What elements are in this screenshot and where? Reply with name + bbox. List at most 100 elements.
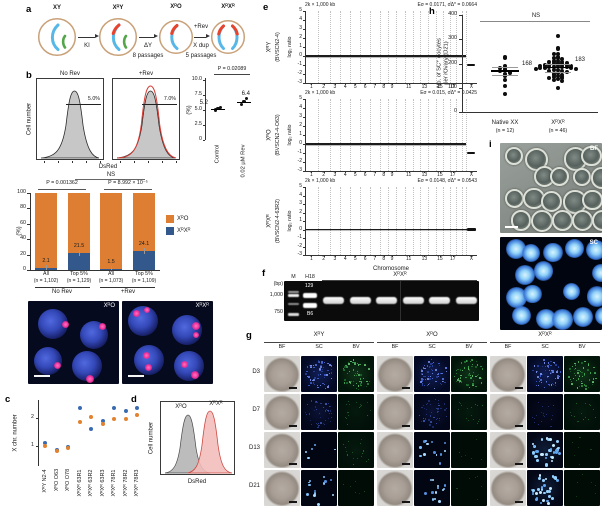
h-mean-label: 183 [575,57,586,64]
flow-x-tick [58,160,59,163]
speckle-dot [538,491,542,495]
speckle-dot [591,383,593,385]
speckle-dot [322,422,325,425]
speckle-dot [467,383,469,386]
d-y-axis-label: Cell number [148,421,155,455]
speckle-dot [329,406,331,408]
speckle-dot [545,381,548,384]
mini-data-dot [244,97,248,101]
cnv-y-tick [302,229,305,231]
speckle-dot [323,423,325,426]
speckle-dot [329,364,331,366]
oocyte-sc [565,239,584,258]
speckle-dot [430,421,433,423]
speckle-dot [439,383,441,384]
speckle-dot [360,385,362,387]
speckle-dot [540,373,542,375]
speckle-dot [420,407,422,409]
speckle-dot [587,369,589,371]
cnv-y-axis-label: log₂ ratio [286,36,293,58]
speckle-dot [424,440,427,443]
speckle-dot [547,375,549,377]
cnv-x-tick [471,171,473,173]
speckle-dot [549,456,552,459]
h-sem-line [545,63,571,65]
g-tile-D7-XᴿY-BV [338,394,374,430]
speckle-dot [474,385,477,388]
h-data-dot [502,71,508,76]
cell-membrane [98,17,138,57]
h-data-dot [564,60,569,65]
d-curve-label-xro: XᴿO [175,404,187,410]
speckle-dot [313,444,316,447]
cnv-x-tick [392,255,393,257]
speckle-dot [436,375,438,378]
mini-y-tick-label: 2.5 [194,121,202,127]
speckle-dot [533,365,536,367]
speckle-dot [459,380,462,383]
speckle-dot [551,414,553,416]
gel-lane-m: M [291,273,296,280]
c-data-dot [112,417,116,422]
oocyte-sc [535,309,556,329]
speckle-dot [429,424,431,426]
arrow-ki-label: KI [84,43,90,49]
cnv-chr-separator [370,99,372,171]
speckle-dot [308,479,312,483]
cnv-y-tick-label: -1 [297,149,302,156]
speckle-dot [320,384,321,386]
mini-y-tick-label: 10.0 [191,76,202,82]
y-chromosome [61,34,67,49]
legend-swatch [166,227,174,235]
speckle-dot [347,440,349,442]
cnv-y-tick-label: 1 [299,217,302,224]
speckle-dot [329,478,332,481]
legend-label: XᴿO [177,215,189,222]
speckle-dot [367,382,369,385]
cell-membrane [37,17,77,57]
cnv-data-line [306,143,466,145]
cnv-x-segment [466,228,476,231]
speckle-dot [422,417,424,419]
cnv-x-tick-label: 4 [343,255,347,262]
cnv-x-tick [424,83,426,85]
speckle-dot [472,363,474,365]
speckle-dot [576,482,578,483]
bar-segment-xro [68,193,90,254]
speckle-dot [367,414,369,416]
speckle-dot [367,458,369,460]
speckle-dot [557,365,560,368]
c-data-dot [89,414,93,419]
speckle-dot [315,423,317,425]
panel-c-label: c [5,394,11,405]
cnv-x-tick [452,255,454,257]
speckle-dot [430,368,432,370]
speckle-dot [427,384,429,386]
cnv-x-tick-label: 5 [353,255,357,262]
speckle-dot [431,362,434,365]
stage-label-xro: XᴿO [170,4,182,10]
bars-n-label: (n = 1,129) [66,277,92,284]
h-y-tick [459,112,462,113]
cnv-x-tick [424,255,426,257]
dotplot-p-value: P = 0.02089 [217,65,247,72]
cnv-y-tick-label: 3 [299,25,302,32]
speckle-dot [347,424,349,426]
speckle-dot [477,404,479,406]
mini-y-tick-label: 5.0 [194,106,202,112]
cnv-x-axis [305,83,477,84]
cnv-chr-separator [465,11,467,83]
cnv-y-tick-label: 5 [299,7,302,14]
bars-y-tick-label: 80 [20,204,26,211]
speckle-dot [312,493,316,497]
dsred-knockin-tip [170,24,179,35]
speckle-dot [352,369,355,371]
cnv-chr-separator [461,99,463,171]
speckle-dot [585,417,587,419]
speckle-dot [331,412,333,414]
speckle-dot [433,416,436,419]
gate-line [66,104,101,105]
speckle-dot [479,419,481,421]
speckle-dot [429,377,432,380]
cnv-x-dip [467,63,476,67]
